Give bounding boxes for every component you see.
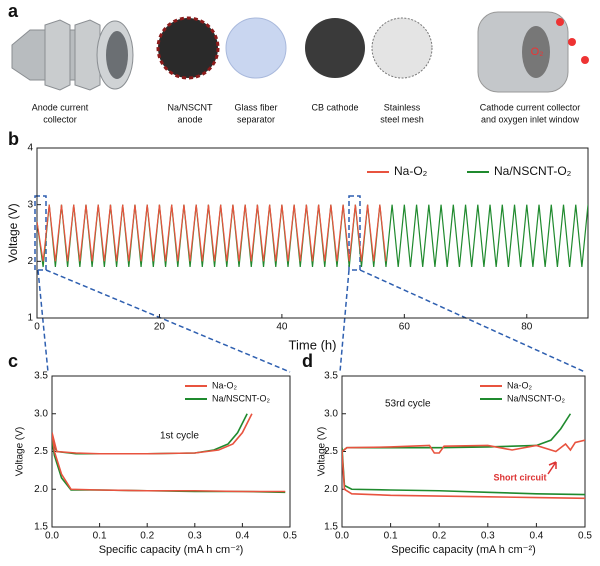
y-tick-label: 2.5 xyxy=(34,446,48,457)
illustration xyxy=(11,11,589,93)
series-line xyxy=(37,204,387,262)
y-tick-label: 2.5 xyxy=(324,446,338,457)
component-label: Anode current xyxy=(32,102,89,112)
x-tick-label: 0.1 xyxy=(93,531,107,542)
legend-label: Na-O₂ xyxy=(212,380,238,390)
y-axis-label: Voltage (V) xyxy=(6,203,20,262)
y-tick-label: 1.5 xyxy=(34,522,48,533)
component-label: Stainless xyxy=(384,102,421,112)
panel-label: c xyxy=(8,351,18,371)
component-label: collector xyxy=(43,114,77,124)
y-axis-label: Voltage (V) xyxy=(317,427,328,476)
x-tick-label: 0.5 xyxy=(283,531,297,542)
legend-label: Na/NSCNT-O₂ xyxy=(212,393,271,403)
x-tick-label: 0.3 xyxy=(481,531,495,542)
x-tick-label: 80 xyxy=(521,322,533,333)
x-tick-label: 20 xyxy=(154,322,166,333)
x-tick-label: 0.4 xyxy=(529,531,543,542)
y-tick-label: 3.0 xyxy=(324,408,338,419)
x-tick-label: 0.4 xyxy=(235,531,249,542)
annotation: 53rd cycle xyxy=(385,399,431,410)
component-label: Na/NSCNT xyxy=(167,102,213,112)
legend-label: Na/NSCNT-O₂ xyxy=(507,393,566,403)
y-tick-label: 2.0 xyxy=(324,484,338,495)
x-tick-label: 60 xyxy=(399,322,411,333)
component-label: Glass fiber xyxy=(234,102,277,112)
callout: Short circuit xyxy=(493,472,546,482)
gas-label: O₂ xyxy=(531,46,544,58)
x-tick-label: 0.1 xyxy=(384,531,398,542)
y-tick-label: 3 xyxy=(27,199,33,210)
x-tick-label: 0.2 xyxy=(140,531,154,542)
panel-label: d xyxy=(302,351,313,371)
x-tick-label: 0.0 xyxy=(45,531,59,542)
component-label: CB cathode xyxy=(311,102,358,112)
legend-label: Na-O₂ xyxy=(394,164,428,178)
zoom-guides xyxy=(34,195,586,373)
series-line xyxy=(342,439,585,500)
component-label: separator xyxy=(237,114,275,124)
component-label: Cathode current collector xyxy=(480,102,581,112)
x-axis-label: Time (h) xyxy=(289,337,337,352)
x-axis-label: Specific capacity (mA h cm⁻²) xyxy=(99,544,244,556)
callout-arrow xyxy=(547,461,557,475)
y-tick-label: 3.5 xyxy=(324,371,338,382)
plot-frame xyxy=(36,147,589,319)
x-tick-label: 40 xyxy=(276,322,288,333)
component-label: steel mesh xyxy=(380,114,424,124)
annotation: 1st cycle xyxy=(160,431,199,442)
y-tick-label: 2.0 xyxy=(34,484,48,495)
x-tick-label: 0 xyxy=(34,322,40,333)
y-tick-label: 1 xyxy=(27,313,33,324)
panel-label: a xyxy=(8,1,19,21)
y-tick-label: 4 xyxy=(27,143,33,154)
component-label: anode xyxy=(177,114,202,124)
legend-label: Na-O₂ xyxy=(507,380,533,390)
x-axis-label: Specific capacity (mA h cm⁻²) xyxy=(391,544,536,556)
series-line xyxy=(37,204,588,268)
x-tick-label: 0.0 xyxy=(335,531,349,542)
y-tick-label: 2 xyxy=(27,256,33,267)
x-tick-label: 0.3 xyxy=(188,531,202,542)
series-line xyxy=(52,413,286,493)
y-tick-label: 3.0 xyxy=(34,408,48,419)
y-tick-label: 1.5 xyxy=(324,522,338,533)
x-tick-label: 0.5 xyxy=(578,531,592,542)
panel-label: b xyxy=(8,129,19,149)
y-axis-label: Voltage (V) xyxy=(15,427,26,476)
series-line xyxy=(342,413,585,496)
legend-label: Na/NSCNT-O₂ xyxy=(494,164,572,178)
x-tick-label: 0.2 xyxy=(432,531,446,542)
y-tick-label: 3.5 xyxy=(34,371,48,382)
component-label: and oxygen inlet window xyxy=(481,114,580,124)
